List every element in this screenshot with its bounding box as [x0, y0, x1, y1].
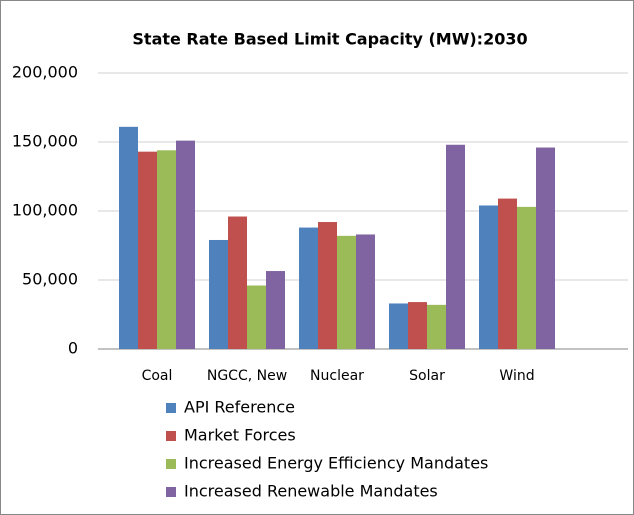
legend-swatch	[166, 431, 176, 441]
bar	[176, 140, 195, 349]
legend-label: API Reference	[184, 398, 295, 417]
bar	[408, 302, 427, 349]
bar	[446, 144, 465, 349]
bar	[266, 271, 285, 349]
y-tick-label: 50,000	[22, 270, 78, 289]
legend-swatch	[166, 459, 176, 469]
bar	[536, 147, 555, 349]
x-tick-label: NGCC, New	[207, 368, 287, 384]
bar	[247, 285, 266, 349]
legend-label: Market Forces	[184, 426, 296, 445]
bar	[517, 206, 536, 349]
legend-label: Increased Renewable Mandates	[184, 482, 438, 501]
legend-label: Increased Energy Efficiency Mandates	[184, 454, 488, 473]
bar	[318, 222, 337, 349]
bar	[498, 198, 517, 349]
bar	[356, 234, 375, 349]
bar	[119, 126, 138, 349]
chart-title: State Rate Based Limit Capacity (MW):203…	[132, 30, 527, 49]
y-tick-label: 200,000	[12, 63, 78, 82]
bar	[337, 235, 356, 349]
y-tick-label: 150,000	[12, 132, 78, 151]
x-tick-label: Nuclear	[310, 368, 364, 384]
y-tick-label: 0	[68, 339, 78, 358]
x-tick-label: Solar	[409, 368, 445, 384]
legend-swatch	[166, 403, 176, 413]
bar	[427, 304, 446, 349]
bar	[157, 150, 176, 349]
x-tick-label: Coal	[142, 368, 173, 384]
bar	[228, 216, 247, 349]
bar	[389, 303, 408, 349]
bar	[209, 239, 228, 349]
bar	[138, 151, 157, 349]
bar	[479, 205, 498, 349]
x-tick-label: Wind	[499, 368, 534, 384]
y-tick-label: 100,000	[12, 201, 78, 220]
legend-swatch	[166, 487, 176, 497]
bar	[299, 227, 318, 349]
